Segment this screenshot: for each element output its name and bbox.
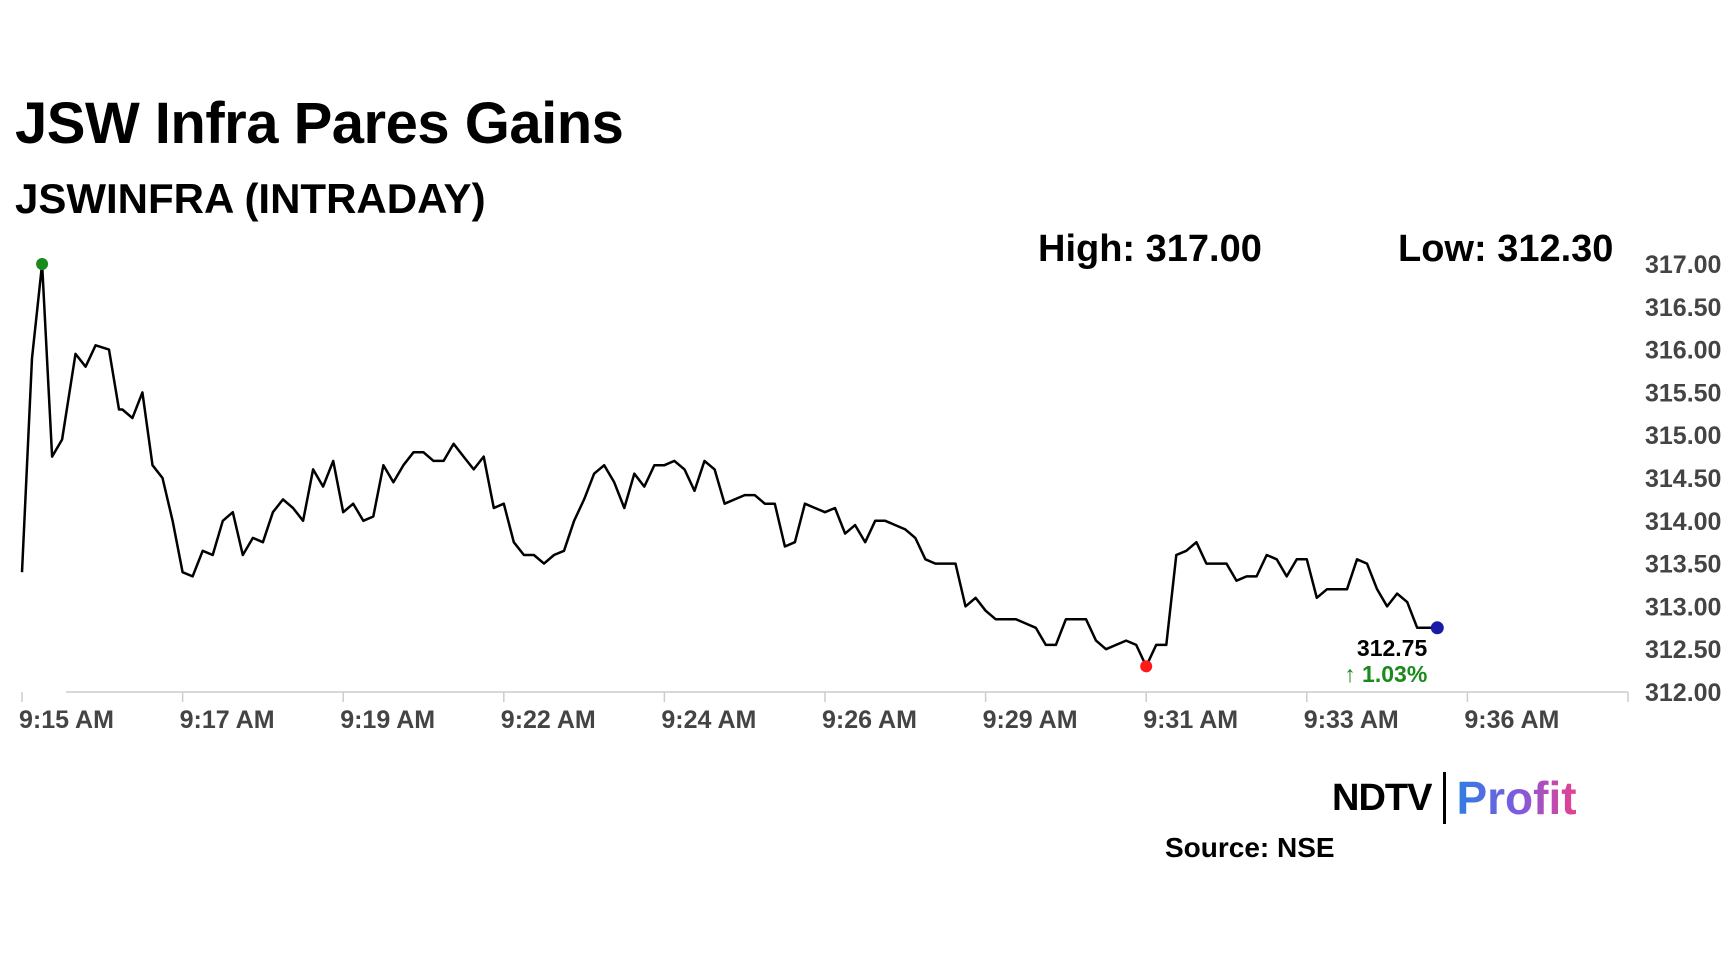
ndtv-profit-logo: NDTV Profit bbox=[1332, 770, 1577, 826]
x-tick-label: 9:24 AM bbox=[661, 706, 756, 734]
profit-logo-text: Profit bbox=[1456, 772, 1577, 824]
y-tick-label: 313.00 bbox=[1645, 593, 1721, 621]
x-tick-label: 9:29 AM bbox=[983, 706, 1078, 734]
low-value-label: Low: 312.30 bbox=[1398, 228, 1614, 270]
y-tick-label: 314.00 bbox=[1645, 508, 1721, 536]
chart-title: JSW Infra Pares Gains bbox=[15, 91, 624, 156]
y-tick-label: 315.00 bbox=[1645, 422, 1721, 450]
last-price-marker bbox=[1430, 621, 1444, 635]
x-tick-label: 9:26 AM bbox=[822, 706, 917, 734]
y-tick-label: 312.00 bbox=[1645, 679, 1721, 707]
source-note: Source: NSE bbox=[1165, 832, 1335, 863]
x-tick-label: 9:36 AM bbox=[1464, 706, 1559, 734]
x-tick-label: 9:22 AM bbox=[501, 706, 596, 734]
last-price-label: 312.75 bbox=[1357, 635, 1428, 661]
logo-divider bbox=[1443, 772, 1447, 824]
y-tick-label: 315.50 bbox=[1645, 379, 1721, 407]
y-tick-label: 317.00 bbox=[1645, 251, 1721, 279]
y-tick-label: 316.00 bbox=[1645, 337, 1721, 365]
y-tick-label: 314.50 bbox=[1645, 465, 1721, 493]
price-series-line bbox=[20, 262, 1438, 668]
x-tick-label: 9:17 AM bbox=[180, 706, 275, 734]
x-tick-label: 9:15 AM bbox=[19, 706, 114, 734]
y-tick-label: 312.50 bbox=[1645, 636, 1721, 664]
low-point-marker bbox=[1140, 660, 1153, 673]
y-tick-label: 313.50 bbox=[1645, 551, 1721, 579]
ndtv-logo-text: NDTV bbox=[1332, 776, 1432, 819]
x-tick-label: 9:33 AM bbox=[1304, 706, 1399, 734]
x-tick-label: 9:19 AM bbox=[340, 706, 435, 734]
y-tick-label: 316.50 bbox=[1645, 294, 1721, 322]
x-tick-label: 9:31 AM bbox=[1143, 706, 1238, 734]
high-point-marker bbox=[36, 258, 49, 270]
chart-subtitle: JSWINFRA (INTRADAY) bbox=[15, 175, 486, 222]
high-value-label: High: 317.00 bbox=[1038, 228, 1262, 270]
change-percent-label: ↑ 1.03% bbox=[1344, 661, 1427, 687]
